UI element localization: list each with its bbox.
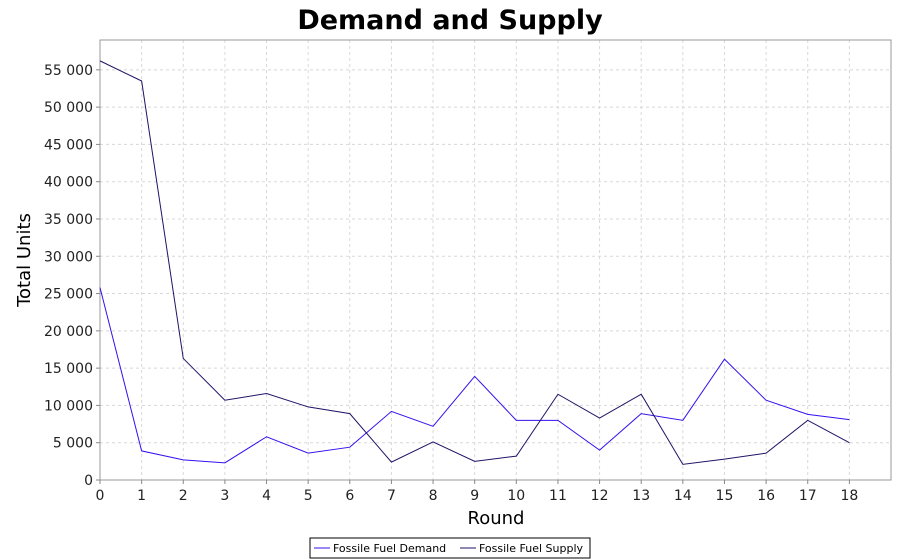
x-tick-label: 18: [840, 488, 858, 504]
plot-area: [99, 39, 892, 481]
legend-label-demand: Fossile Fuel Demand: [333, 542, 446, 555]
chart-title: Demand and Supply: [297, 5, 603, 36]
x-tick-label: 2: [179, 488, 188, 504]
y-tick-label: 25 000: [44, 287, 93, 303]
x-tick-label: 1: [137, 488, 146, 504]
y-tick-label: 5 000: [53, 436, 93, 452]
x-tick-label: 15: [716, 488, 734, 504]
x-tick-label: 12: [591, 488, 609, 504]
x-tick-label: 10: [507, 488, 525, 504]
series-lines: [99, 60, 850, 465]
y-axis-label: Total Units: [14, 213, 35, 308]
y-tick-label: 10 000: [44, 398, 93, 414]
series-line-supply: [99, 60, 850, 465]
x-tick-label: 4: [262, 488, 271, 504]
x-tick-label: 6: [345, 488, 354, 504]
grid: [99, 40, 891, 481]
x-tick-label: 5: [304, 488, 313, 504]
y-tick-label: 40 000: [44, 175, 93, 191]
x-tick-label: 3: [220, 488, 229, 504]
x-tick-label: 9: [470, 488, 479, 504]
x-tick-label: 14: [674, 488, 692, 504]
y-tick-label: 15 000: [44, 361, 93, 377]
y-tick-label: 0: [84, 473, 93, 489]
x-tick-label: 7: [387, 488, 396, 504]
x-tick-label: 11: [549, 488, 567, 504]
series-line-demand: [99, 287, 850, 464]
x-tick-label: 16: [757, 488, 775, 504]
legend-box: [309, 537, 591, 559]
legend-label-supply: Fossile Fuel Supply: [479, 542, 583, 555]
y-tick-label: 45 000: [44, 137, 93, 153]
x-tick-label: 17: [799, 488, 817, 504]
y-tick-label: 55 000: [44, 63, 93, 79]
legend: Fossile Fuel Demand Fossile Fuel Supply: [309, 537, 591, 559]
y-tick-label: 50 000: [44, 100, 93, 116]
y-tick-label: 30 000: [44, 249, 93, 265]
y-tick-label: 20 000: [44, 324, 93, 340]
x-tick-label: 0: [96, 488, 105, 504]
x-tick-label: 8: [429, 488, 438, 504]
x-axis-label: Round: [468, 508, 525, 529]
y-tick-label: 35 000: [44, 212, 93, 228]
x-tick-label: 13: [632, 488, 650, 504]
